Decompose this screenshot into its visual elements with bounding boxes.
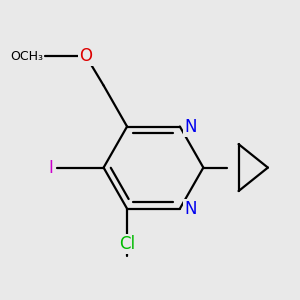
Text: I: I bbox=[49, 159, 54, 177]
Text: N: N bbox=[184, 118, 197, 136]
Text: Cl: Cl bbox=[119, 235, 135, 253]
Text: N: N bbox=[184, 200, 197, 218]
Text: O: O bbox=[80, 47, 92, 65]
Text: OCH₃: OCH₃ bbox=[11, 50, 43, 63]
